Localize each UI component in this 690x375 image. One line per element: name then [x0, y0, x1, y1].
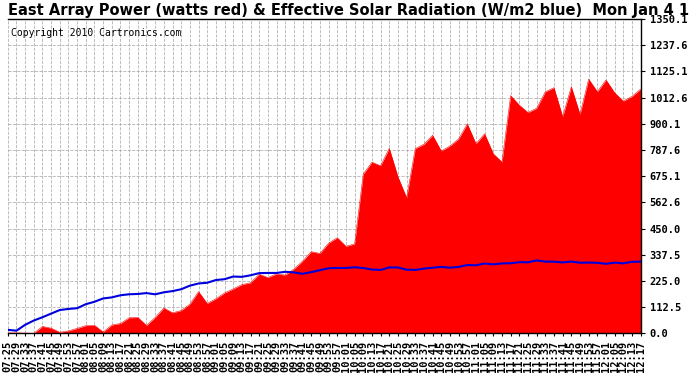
Text: Copyright 2010 Cartronics.com: Copyright 2010 Cartronics.com: [11, 28, 181, 38]
Text: East Array Power (watts red) & Effective Solar Radiation (W/m2 blue)  Mon Jan 4 : East Array Power (watts red) & Effective…: [8, 3, 690, 18]
